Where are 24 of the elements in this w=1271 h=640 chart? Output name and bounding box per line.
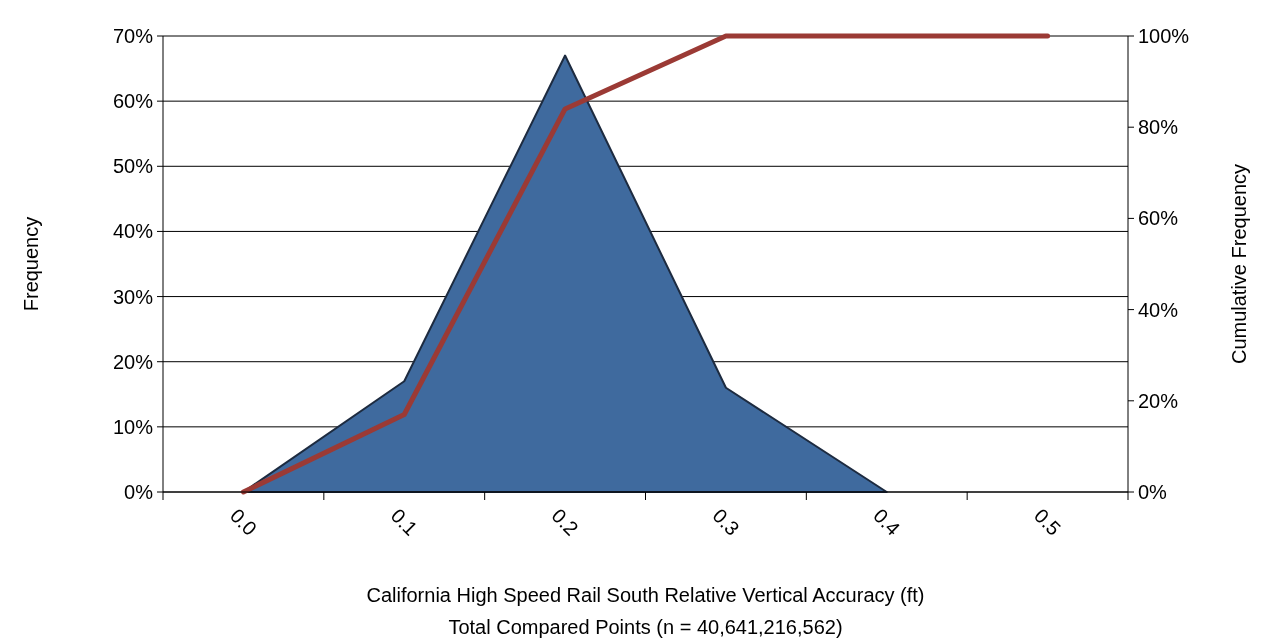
- y-tick-label: 50%: [112, 155, 154, 178]
- y-axis-title: Frequency: [20, 216, 42, 312]
- y-tick-label: 70%: [112, 25, 154, 47]
- y2-tick-label: 40%: [1138, 298, 1179, 321]
- x-tick-label: 0.1: [386, 504, 422, 540]
- y2-tick-label: 60%: [1138, 207, 1179, 230]
- y-tick-label: 60%: [112, 90, 154, 113]
- y-tick-label: 0%: [124, 481, 154, 503]
- y2-tick-label: 100%: [1138, 25, 1190, 47]
- y-tick-label: 40%: [112, 220, 154, 243]
- x-tick-label: 0.2: [547, 504, 583, 540]
- y2-tick-label: 80%: [1138, 116, 1179, 139]
- y-tick-label: 30%: [112, 285, 154, 308]
- y-tick-label: 10%: [112, 415, 154, 438]
- text: Total Compared Points (n = 40,641,216,562): [448, 616, 843, 638]
- y2-tick-label: 0%: [1138, 481, 1168, 503]
- x-axis-title: California High Speed Rail South Relative Vertical Accuracy (ft): [366, 584, 925, 606]
- x-tick-label: 0.0: [225, 504, 262, 540]
- y-tick-label: 20%: [112, 350, 154, 373]
- y2-tick-label: 20%: [1138, 389, 1179, 412]
- x-tick-label: 0.4: [869, 504, 905, 540]
- y2-axis-title: Cumulative Frequency: [1228, 163, 1250, 365]
- x-tick-label: 0.3: [708, 504, 744, 540]
- x-tick-label: 0.5: [1029, 504, 1066, 540]
